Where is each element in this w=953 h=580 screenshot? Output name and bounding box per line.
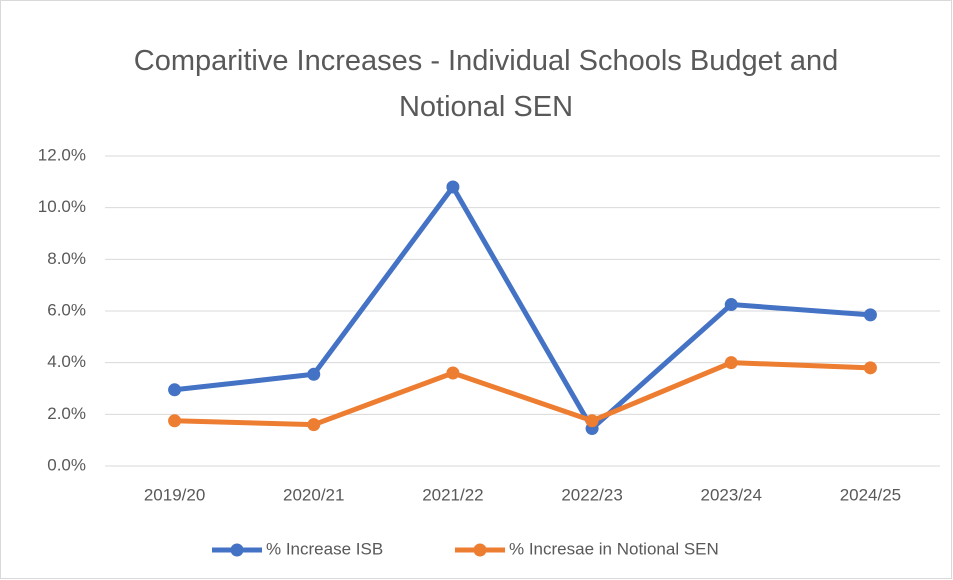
data-point bbox=[724, 356, 738, 370]
x-tick-label: 2023/24 bbox=[701, 485, 762, 504]
series-line bbox=[174, 184, 871, 432]
legend-label: % Incresae in Notional SEN bbox=[509, 539, 719, 558]
x-tick-label: 2019/20 bbox=[144, 485, 205, 504]
x-tick-label: 2022/23 bbox=[561, 485, 622, 504]
x-tick-label: 2021/22 bbox=[422, 485, 483, 504]
data-point bbox=[446, 180, 460, 194]
data-point bbox=[307, 418, 321, 432]
data-point bbox=[724, 298, 738, 312]
legend-marker bbox=[473, 543, 487, 557]
y-tick-label: 6.0% bbox=[47, 300, 86, 319]
data-point bbox=[168, 383, 182, 397]
legend-label: % Increase ISB bbox=[266, 539, 383, 558]
legend-marker bbox=[230, 543, 244, 557]
data-point bbox=[863, 308, 877, 322]
x-tick-label: 2024/25 bbox=[840, 485, 901, 504]
y-tick-label: 10.0% bbox=[38, 197, 86, 216]
y-tick-label: 2.0% bbox=[47, 404, 86, 423]
x-tick-label: 2020/21 bbox=[283, 485, 344, 504]
data-point bbox=[585, 414, 599, 428]
y-tick-label: 8.0% bbox=[47, 249, 86, 268]
data-point bbox=[307, 367, 321, 381]
y-tick-label: 12.0% bbox=[38, 145, 86, 164]
series-line bbox=[174, 360, 871, 428]
data-point bbox=[863, 361, 877, 375]
y-tick-label: 0.0% bbox=[47, 455, 86, 474]
chart-title: Comparitive Increases - Individual Schoo… bbox=[133, 45, 839, 123]
data-point bbox=[446, 366, 460, 380]
y-tick-label: 4.0% bbox=[47, 352, 86, 371]
data-point bbox=[168, 414, 182, 428]
